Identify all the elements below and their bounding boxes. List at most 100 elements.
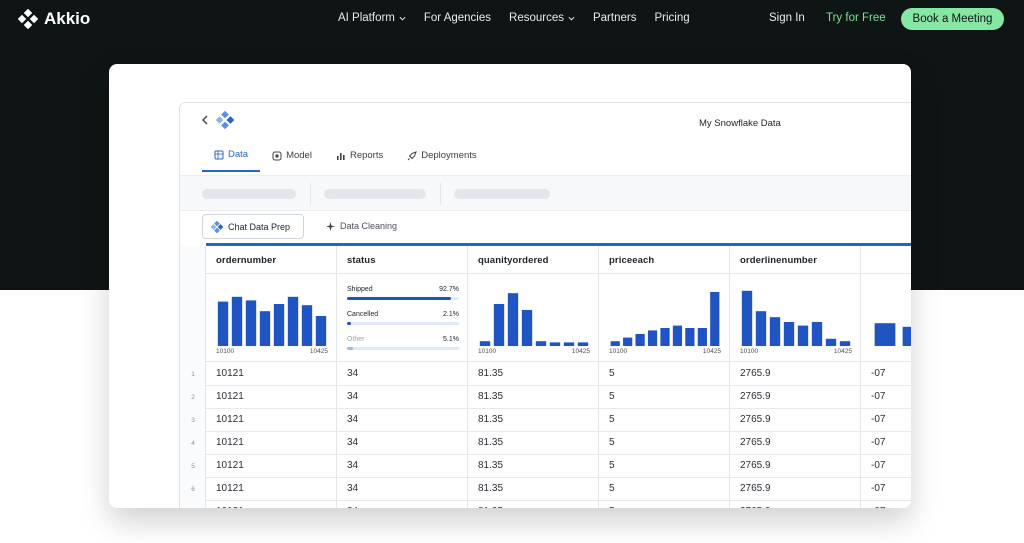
header-bottom-border bbox=[861, 361, 911, 362]
histogram-max-label: 10425 bbox=[702, 348, 721, 355]
header-divider bbox=[861, 273, 911, 274]
stat-track bbox=[347, 297, 459, 300]
column-header[interactable]: quanityordered bbox=[478, 255, 549, 266]
app-logo-icon bbox=[216, 111, 234, 129]
histogram-bar bbox=[535, 341, 547, 346]
nav-link-pricing[interactable]: Pricing bbox=[654, 12, 689, 24]
try-for-free-link[interactable]: Try for Free bbox=[826, 12, 886, 24]
histogram-bar bbox=[259, 311, 271, 346]
table-cell[interactable]: 81.35 bbox=[478, 414, 504, 425]
table-cell[interactable]: 34 bbox=[347, 483, 359, 494]
histogram-bar bbox=[825, 338, 837, 346]
stat-percent: 92.7% bbox=[439, 286, 459, 293]
column-histogram bbox=[217, 296, 327, 346]
table-cell[interactable]: 10121 bbox=[216, 414, 244, 425]
table-cell[interactable]: 5 bbox=[609, 414, 615, 425]
table-cell[interactable]: 5 bbox=[609, 483, 615, 494]
table-cell[interactable]: 34 bbox=[347, 391, 359, 402]
table-cell[interactable]: 34 bbox=[347, 506, 358, 508]
histogram-bar bbox=[710, 292, 720, 346]
histogram-bar bbox=[287, 296, 299, 346]
table-cell[interactable]: 81.35 bbox=[478, 460, 504, 471]
column-header[interactable]: ordernumber bbox=[216, 255, 277, 266]
data-grid: 1234567 ordernumber101001042510121101211… bbox=[180, 243, 911, 508]
brand-logo[interactable]: Akkio bbox=[18, 9, 90, 29]
column-header[interactable]: priceeach bbox=[609, 255, 655, 266]
column-orderlinenumber[interactable]: orderlinenumber 10100 10425 2765.9 2765.9 276… bbox=[730, 246, 861, 508]
row-divider bbox=[206, 408, 911, 409]
nav-link-ai-platform[interactable]: AI Platform bbox=[338, 12, 406, 24]
header-bottom-border bbox=[599, 361, 729, 362]
tab-reports[interactable]: Reports bbox=[324, 149, 395, 172]
table-cell[interactable]: 34 bbox=[347, 460, 359, 471]
tab-label: Data bbox=[228, 149, 249, 160]
table-cell[interactable]: -07 bbox=[871, 506, 885, 508]
column-ordernumber[interactable]: ordernumber 10100 10425 10121 10121 10121 1012… bbox=[206, 246, 337, 508]
histogram-bar bbox=[563, 342, 575, 346]
column-partial[interactable]: -07 -07 -07 -07 -07 -07 -07 bbox=[861, 246, 911, 508]
table-cell[interactable]: 10121 bbox=[216, 391, 244, 402]
table-cell[interactable]: 2765.9 bbox=[740, 460, 771, 471]
nav-link-label: For Agencies bbox=[423, 12, 492, 24]
table-cell[interactable]: 34 bbox=[347, 368, 359, 379]
tab-model[interactable]: Model bbox=[260, 149, 324, 172]
table-cell[interactable]: -07 bbox=[871, 391, 886, 402]
table-cell[interactable]: 10121 bbox=[216, 437, 244, 448]
table-cell[interactable]: 2765.9 bbox=[740, 368, 771, 379]
table-cell[interactable]: -07 bbox=[871, 483, 886, 494]
histogram-max-label: 10425 bbox=[571, 348, 590, 355]
table-cell[interactable]: -07 bbox=[871, 368, 886, 379]
app-header: My Snowflake Data bbox=[180, 103, 911, 139]
column-header[interactable]: status bbox=[347, 255, 376, 266]
table-cell[interactable]: 5 bbox=[609, 368, 615, 379]
sign-in-link[interactable]: Sign In bbox=[769, 12, 805, 24]
histogram-bar bbox=[549, 342, 561, 346]
table-cell[interactable]: 5 bbox=[609, 506, 615, 508]
table-cell[interactable]: 5 bbox=[609, 460, 615, 471]
table-cell[interactable]: 2765.9 bbox=[740, 414, 771, 425]
table-cell[interactable]: 5 bbox=[609, 437, 615, 448]
column-status[interactable]: status Shipped 92.7% Cancelled 2.1% Other 5.1%… bbox=[337, 246, 468, 508]
table-cell[interactable]: 10121 bbox=[216, 368, 244, 379]
table-cell[interactable]: -07 bbox=[871, 460, 886, 471]
nav-link-for-agencies[interactable]: For Agencies bbox=[424, 12, 491, 24]
table-cell[interactable]: 34 bbox=[347, 437, 359, 448]
nav-link-label: Partners bbox=[592, 12, 637, 24]
nav-link-resources[interactable]: Resources bbox=[509, 12, 575, 24]
histogram-min-label: 10100 bbox=[609, 348, 628, 355]
table-cell[interactable]: 81.35 bbox=[478, 368, 504, 379]
histogram-bar bbox=[479, 341, 491, 346]
nav-link-partners[interactable]: Partners bbox=[593, 12, 636, 24]
column-priceeach[interactable]: priceeach 10100 10425 5 5 5 5 5 5 5 bbox=[599, 246, 730, 508]
back-chevron-icon[interactable] bbox=[200, 115, 210, 125]
table-cell[interactable]: -07 bbox=[871, 437, 886, 448]
table-cell[interactable]: 2765.9 bbox=[740, 391, 771, 402]
column-quanityordered[interactable]: quanityordered 10100 10425 81.35 81.35 81.35 8… bbox=[468, 246, 599, 508]
table-cell[interactable]: 81.35 bbox=[478, 483, 504, 494]
tab-data[interactable]: Data bbox=[202, 149, 261, 172]
chat-data-prep-icon bbox=[211, 220, 223, 233]
chat-data-prep-button[interactable]: Chat Data Prep bbox=[202, 214, 304, 239]
stat-track bbox=[347, 322, 459, 325]
column-header[interactable]: orderlinenumber bbox=[740, 255, 817, 266]
table-cell[interactable]: 10121 bbox=[216, 506, 244, 508]
table-cell[interactable]: 81.35 bbox=[478, 391, 504, 402]
stat-track bbox=[347, 347, 459, 350]
book-meeting-button[interactable]: Book a Meeting bbox=[901, 8, 1004, 30]
table-cell[interactable]: 5 bbox=[609, 391, 615, 402]
table-cell[interactable]: 10121 bbox=[216, 483, 244, 494]
placeholder-pill bbox=[202, 189, 296, 199]
data-cleaning-button[interactable]: Data Cleaning bbox=[326, 221, 397, 231]
table-cell[interactable]: 2765.9 bbox=[740, 483, 771, 494]
table-cell[interactable]: 10121 bbox=[216, 460, 244, 471]
table-cell[interactable]: 81.35 bbox=[478, 437, 504, 448]
tab-deployments[interactable]: Deployments bbox=[395, 149, 488, 172]
table-cell[interactable]: 2765.9 bbox=[740, 506, 771, 508]
table-cell[interactable]: 34 bbox=[347, 414, 359, 425]
table-cell[interactable]: -07 bbox=[871, 414, 886, 425]
table-cell[interactable]: 2765.9 bbox=[740, 437, 771, 448]
stat-percent: 5.1% bbox=[443, 336, 459, 343]
table-cell[interactable]: 81.35 bbox=[478, 506, 503, 508]
chevron-down-icon bbox=[568, 16, 575, 21]
row-divider bbox=[206, 431, 911, 432]
